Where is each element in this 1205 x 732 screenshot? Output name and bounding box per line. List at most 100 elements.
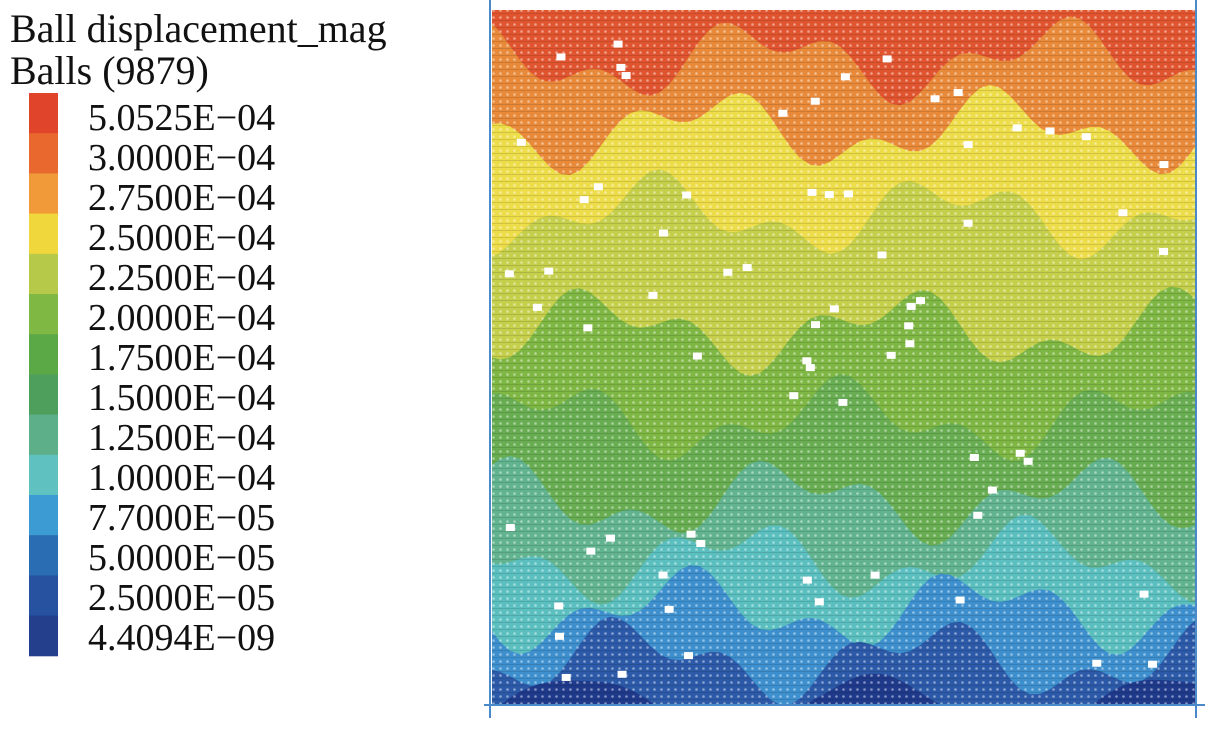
void-particle [544,267,554,275]
void-particle [1147,660,1157,668]
legend: 5.0525E−043.0000E−042.7500E−042.5000E−04… [29,93,275,659]
void-particle [844,190,854,198]
void-particle [824,191,834,199]
void-particle [613,40,623,48]
void-particle [723,268,733,276]
void-particle [742,264,752,272]
void-particle [648,291,658,299]
legend-label: 1.0000E−04 [88,457,275,499]
void-particle [886,351,896,359]
void-particle [829,305,839,313]
void-particle [504,270,514,278]
void-particle [1023,457,1033,465]
void-particle [904,322,914,330]
legend-label: 2.5000E−04 [88,217,275,259]
void-particle [811,321,821,329]
legend-swatch [29,173,58,215]
void-particle [969,454,979,462]
legend-swatch [29,575,58,617]
void-particle [905,340,915,348]
void-particle [532,303,542,311]
void-particle [838,398,848,406]
legend-label: 2.0000E−04 [88,297,275,339]
void-particle [1159,247,1169,255]
void-particle [579,196,589,204]
void-particle [586,547,596,555]
void-particle [617,670,627,678]
legend-label: 7.7000E−05 [88,497,275,539]
legend-label: 1.5000E−04 [88,377,275,419]
void-particle [814,598,824,606]
void-particle [1139,590,1149,598]
void-particle [593,183,603,191]
void-particle [686,530,696,538]
void-particle [682,191,692,199]
void-particle [664,605,674,613]
legend-label: 2.7500E−04 [88,177,275,219]
void-particle [1045,127,1055,135]
void-particle [953,89,963,97]
void-particle [963,219,973,227]
void-particle [1118,209,1128,217]
legend-swatch [29,374,58,416]
particle-texture [492,10,1195,705]
void-particle [973,511,983,519]
legend-swatch [29,535,58,576]
legend-swatch [29,253,58,295]
legend-label: 2.5000E−05 [88,577,275,619]
void-particle [810,97,820,105]
legend-label: 1.2500E−04 [88,417,275,459]
legend-label: 5.0000E−05 [88,537,275,579]
void-particle [1159,161,1169,169]
void-particle [692,352,702,360]
void-particle [1081,133,1091,141]
legend-swatch [29,495,58,536]
legend-swatch [29,454,58,496]
void-particle [684,652,694,660]
void-particle [789,392,799,400]
legend-swatch [29,93,58,134]
void-particle [778,109,788,117]
void-particle [556,53,566,61]
void-particle [930,95,940,103]
legend-label: 5.0525E−04 [88,97,275,139]
void-particle [505,524,515,532]
void-particle [906,302,916,310]
void-particle [987,486,997,494]
void-particle [583,324,593,332]
legend-label: 3.0000E−04 [88,137,275,179]
contour-plot [492,10,1195,705]
void-particle [802,576,812,584]
void-particle [882,55,892,63]
legend-subtitle: Balls (9879) [10,48,209,93]
legend-label: 2.2500E−04 [88,257,275,299]
void-particle [554,632,564,640]
axes [484,0,1205,718]
void-particle [658,229,668,237]
legend-swatch [29,615,58,657]
void-particle [1092,659,1102,667]
void-particle [916,297,926,305]
void-particle [877,251,887,259]
void-particle [802,357,812,365]
void-particle [963,141,973,149]
void-particle [1015,449,1025,457]
legend-swatch [29,334,58,375]
legend-label: 4.4094E−09 [88,617,275,659]
legend-label: 1.7500E−04 [88,337,275,379]
void-particle [616,63,626,71]
legend-swatch [29,133,58,174]
void-particle [840,73,850,81]
void-particle [696,540,706,548]
void-particle [870,571,880,579]
legend-title: Ball displacement_mag [10,6,387,51]
void-particle [554,602,564,610]
legend-swatch [29,213,58,255]
void-particle [516,138,526,146]
void-particle [621,72,631,80]
legend-swatch [29,414,58,456]
void-particle [955,596,965,604]
void-particle [658,571,668,579]
void-particle [1012,124,1022,132]
